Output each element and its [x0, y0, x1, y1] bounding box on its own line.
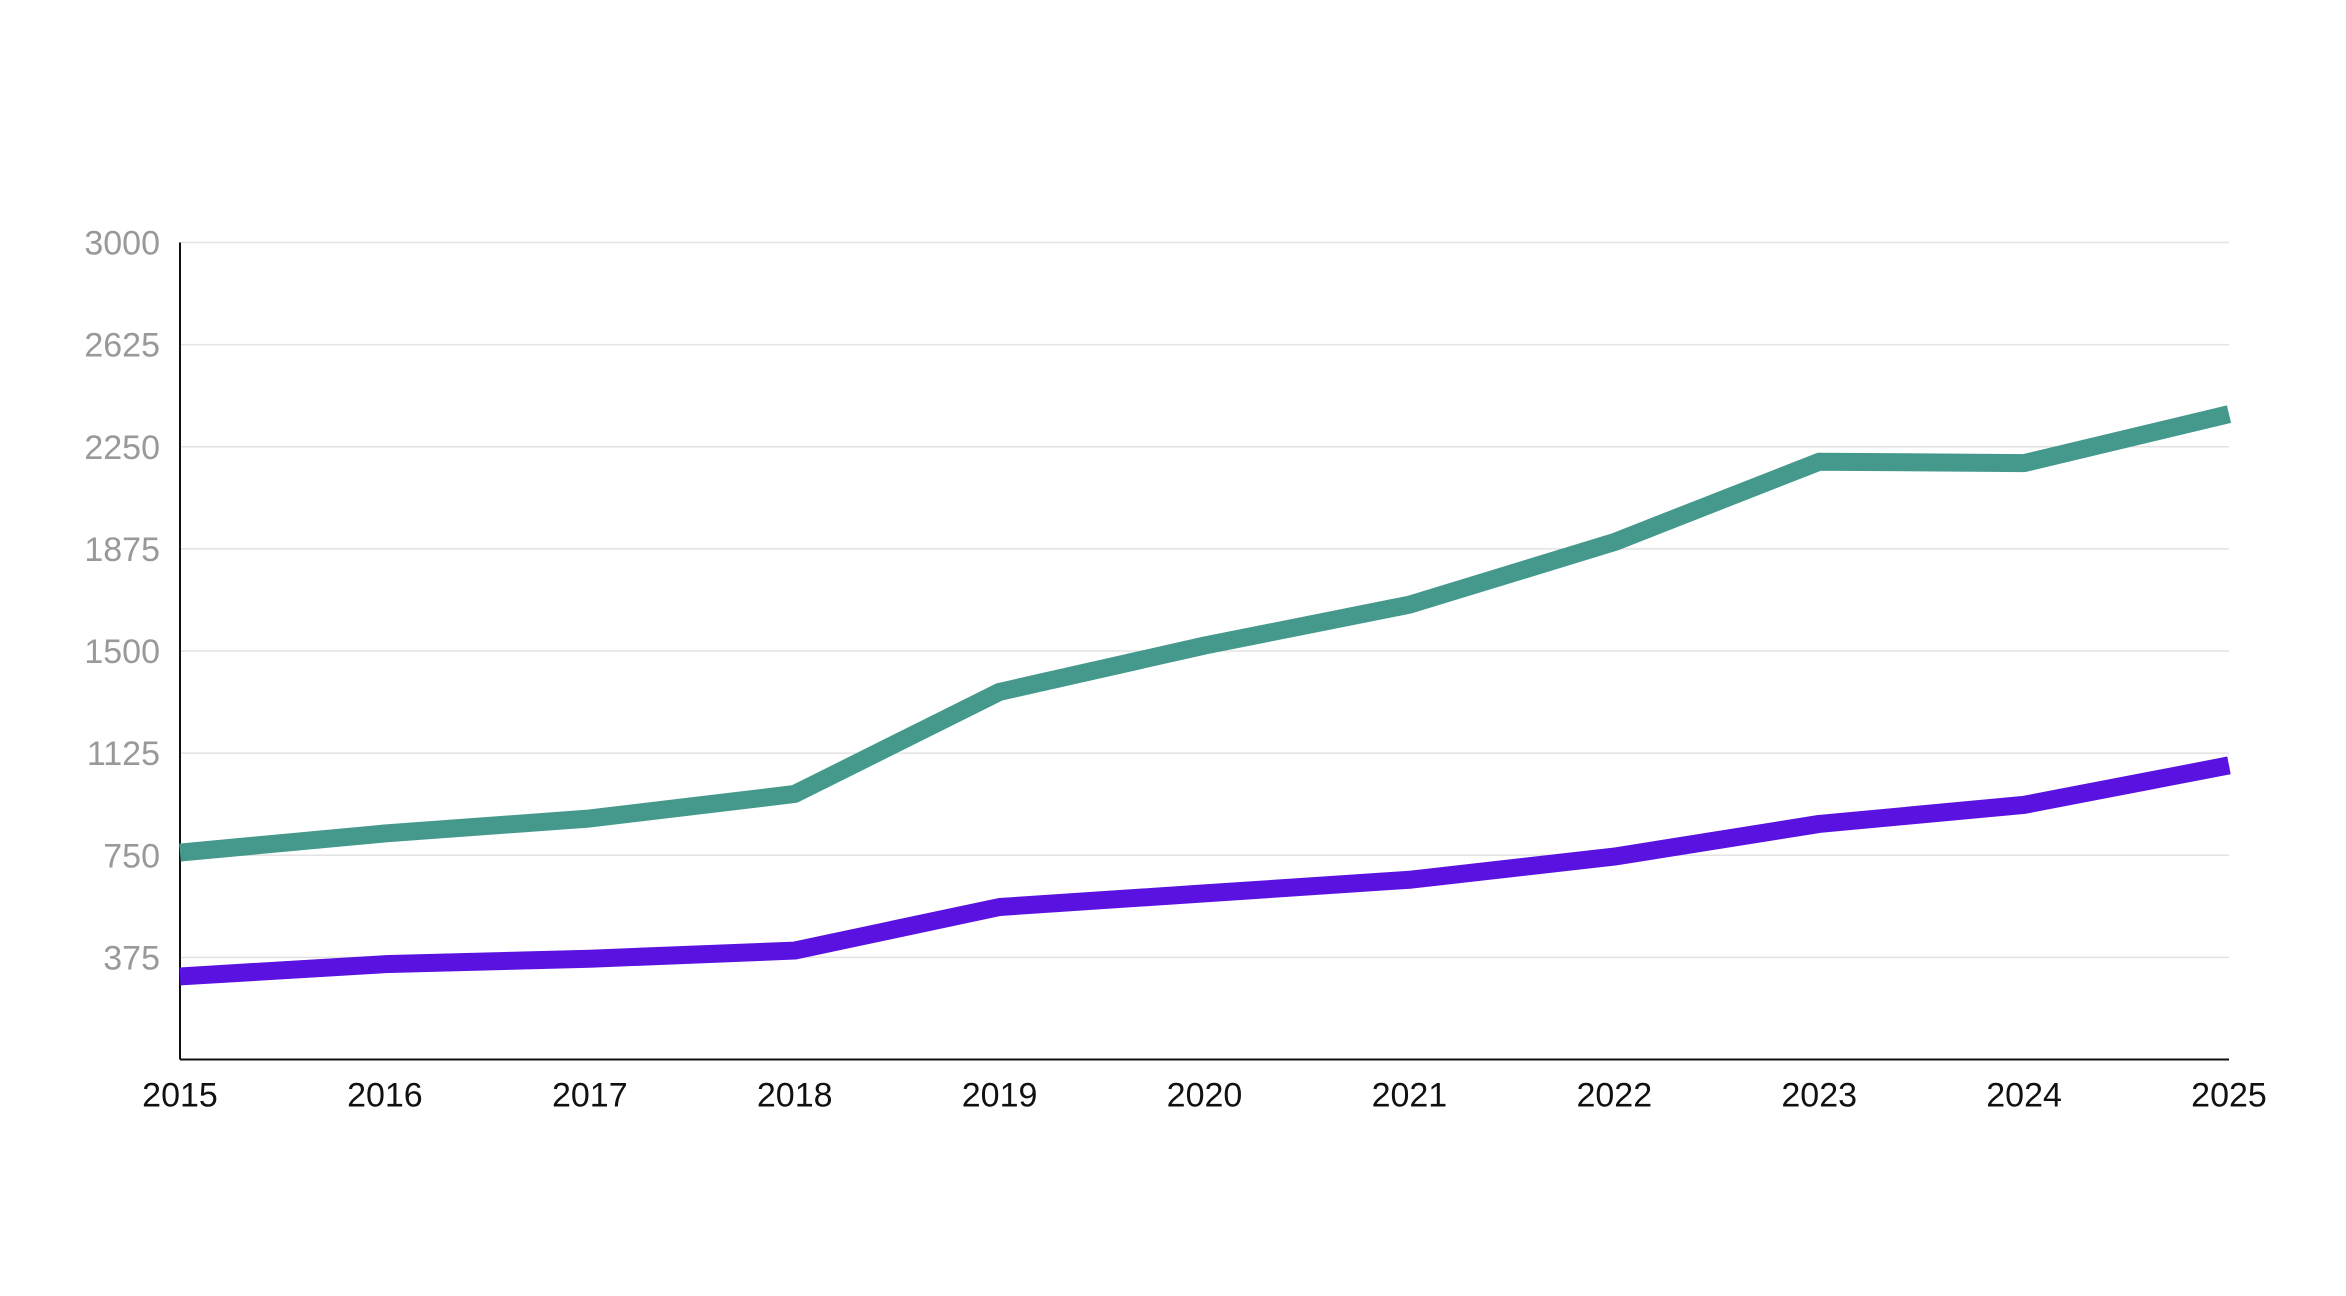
x-tick-label: 2025 — [2191, 1077, 2267, 1115]
x-tick-label: 2022 — [1576, 1077, 1652, 1115]
x-tick-label: 2017 — [552, 1077, 628, 1115]
y-tick-label: 1875 — [84, 531, 160, 569]
series-line-purple — [179, 756, 2231, 986]
x-tick-label: 2023 — [1781, 1077, 1857, 1115]
x-tick-label: 2021 — [1372, 1077, 1448, 1115]
y-tick-label: 375 — [103, 939, 160, 977]
y-tick-label: 750 — [103, 837, 160, 875]
y-tick-label: 3000 — [84, 225, 160, 263]
x-tick-label: 2016 — [347, 1077, 423, 1115]
x-tick-label: 2019 — [962, 1077, 1038, 1115]
x-tick-label: 2018 — [757, 1077, 833, 1115]
y-tick-label: 1125 — [87, 735, 160, 773]
x-tick-label: 2024 — [1986, 1077, 2062, 1115]
x-tick-label: 2020 — [1167, 1077, 1243, 1115]
y-tick-label: 2625 — [84, 327, 160, 365]
y-tick-label: 1500 — [84, 633, 160, 671]
x-tick-label: 2015 — [142, 1077, 218, 1115]
y-tick-label: 2250 — [84, 429, 160, 467]
series-line-teal — [179, 405, 2232, 862]
